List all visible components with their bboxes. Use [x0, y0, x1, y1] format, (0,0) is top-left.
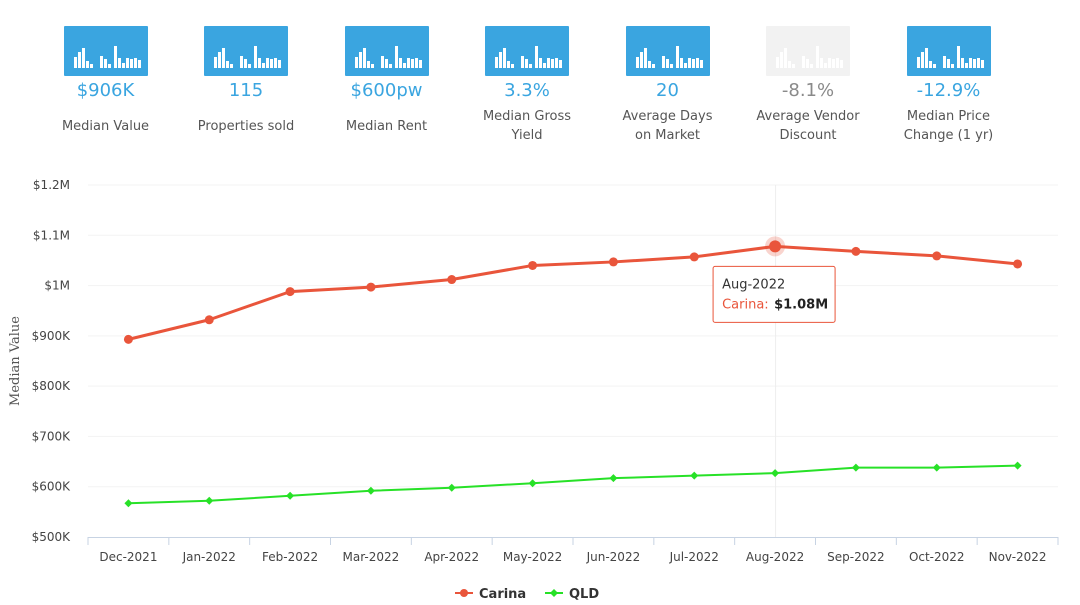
- data-point-carina: [689, 252, 699, 262]
- data-point-carina: [447, 275, 457, 285]
- tooltip-date: Aug-2022: [722, 277, 785, 292]
- y-tick-label: $900K: [32, 329, 72, 343]
- tooltip-series-name: Carina:: [722, 297, 769, 312]
- stat-tile: 3.3% Median Gross Yield: [457, 26, 598, 145]
- x-tick-label: Feb-2022: [262, 550, 318, 564]
- x-tick-label: Aug-2022: [746, 550, 804, 564]
- stat-label: Average Days on Market: [622, 109, 713, 143]
- data-point-carina: [851, 246, 861, 256]
- stat-label: Median Price Change (1 yr): [903, 109, 994, 143]
- x-tick-label: May-2022: [503, 550, 562, 564]
- bar-chart-icon: [766, 26, 850, 76]
- legend-label-carina[interactable]: Carina: [479, 587, 526, 602]
- stat-tile: 20 Average Days on Market: [597, 26, 738, 145]
- x-tick-label: Apr-2022: [424, 550, 479, 564]
- data-point-qld: [447, 483, 456, 492]
- data-point-carina: [932, 251, 942, 261]
- data-point-carina: [769, 240, 782, 253]
- stat-label: Median Gross Yield: [482, 109, 572, 143]
- x-tick-label: Nov-2022: [989, 550, 1047, 564]
- x-tick-label: Sep-2022: [827, 550, 885, 564]
- stats-row: $906K Median Value 115 Properties sold $600p…: [35, 26, 1045, 156]
- bar-chart-icon: [625, 26, 710, 76]
- data-point-carina: [123, 334, 133, 344]
- data-point-qld: [124, 499, 133, 508]
- data-point-carina: [285, 287, 295, 297]
- stat-label: Median Value: [61, 119, 150, 134]
- y-tick-label: $600K: [32, 480, 72, 494]
- stat-label: Average Vendor Discount: [756, 109, 860, 143]
- x-tick-label: Mar-2022: [343, 550, 400, 564]
- y-tick-label: $1M: [44, 279, 70, 293]
- y-tick-label: $1.2M: [33, 178, 70, 192]
- tooltip-box: [712, 265, 836, 323]
- bar-chart-icon: [485, 26, 569, 76]
- stat-value: 20: [656, 80, 679, 101]
- bar-chart-icon: [906, 26, 991, 76]
- data-point-carina: [528, 260, 538, 270]
- stat-tile: -8.1% Average Vendor Discount: [738, 26, 879, 145]
- tooltip-value: $1.08M: [774, 297, 828, 312]
- stat-value: $600pw: [350, 80, 423, 101]
- data-point-qld: [205, 496, 214, 505]
- data-point-qld: [690, 471, 699, 480]
- y-tick-label: $500K: [32, 530, 72, 544]
- stat-value: 3.3%: [504, 80, 550, 101]
- data-point-qld: [771, 469, 780, 478]
- stat-label: Median Rent: [345, 119, 428, 134]
- series-line-carina: [126, 244, 1020, 341]
- y-tick-label: $700K: [32, 429, 72, 443]
- legend-marker-carina: [460, 589, 468, 597]
- legend-marker-qld: [550, 589, 558, 597]
- stat-value: 115: [228, 80, 264, 101]
- stat-label: Properties sold: [197, 119, 295, 134]
- bar-chart-icon: [344, 26, 429, 76]
- data-point-carina: [204, 315, 214, 325]
- x-tick-label: Jul-2022: [669, 550, 719, 564]
- stat-tile: $906K Median Value: [35, 26, 176, 136]
- data-point-qld: [528, 479, 537, 488]
- data-point-carina: [1013, 259, 1023, 269]
- stat-tile: 115 Properties sold: [176, 26, 317, 136]
- median-value-chart: $500K $600K $700K $800K $900K $1M $1.1M $1.2M Me…: [8, 178, 1059, 602]
- bar-chart-icon: [204, 26, 288, 76]
- x-tick-label: Oct-2022: [909, 550, 965, 564]
- stat-value: -12.9%: [916, 80, 981, 101]
- data-point-qld: [932, 463, 941, 472]
- y-tick-label: $800K: [32, 379, 72, 393]
- y-axis-title: Median Value: [8, 316, 23, 406]
- data-point-qld: [1013, 461, 1022, 470]
- stat-tile: $600pw Median Rent: [316, 26, 457, 136]
- data-point-qld: [851, 463, 860, 472]
- stat-value: $906K: [76, 80, 135, 101]
- x-tick-label: Jan-2022: [182, 550, 236, 564]
- x-tick-label: Dec-2021: [99, 550, 157, 564]
- data-point-qld: [366, 486, 375, 495]
- data-point-carina: [608, 257, 618, 267]
- stat-value: -8.1%: [781, 80, 835, 101]
- y-tick-label: $1.1M: [33, 228, 70, 242]
- x-tick-label: Jun-2022: [586, 550, 641, 564]
- data-point-qld: [609, 474, 618, 483]
- data-point-qld: [286, 491, 295, 500]
- stat-tile: -12.9% Median Price Change (1 yr): [878, 26, 1019, 145]
- series-line-qld: [127, 464, 1019, 505]
- data-point-carina: [366, 282, 376, 292]
- legend-label-qld[interactable]: QLD: [569, 587, 599, 602]
- bar-chart-icon: [63, 26, 148, 76]
